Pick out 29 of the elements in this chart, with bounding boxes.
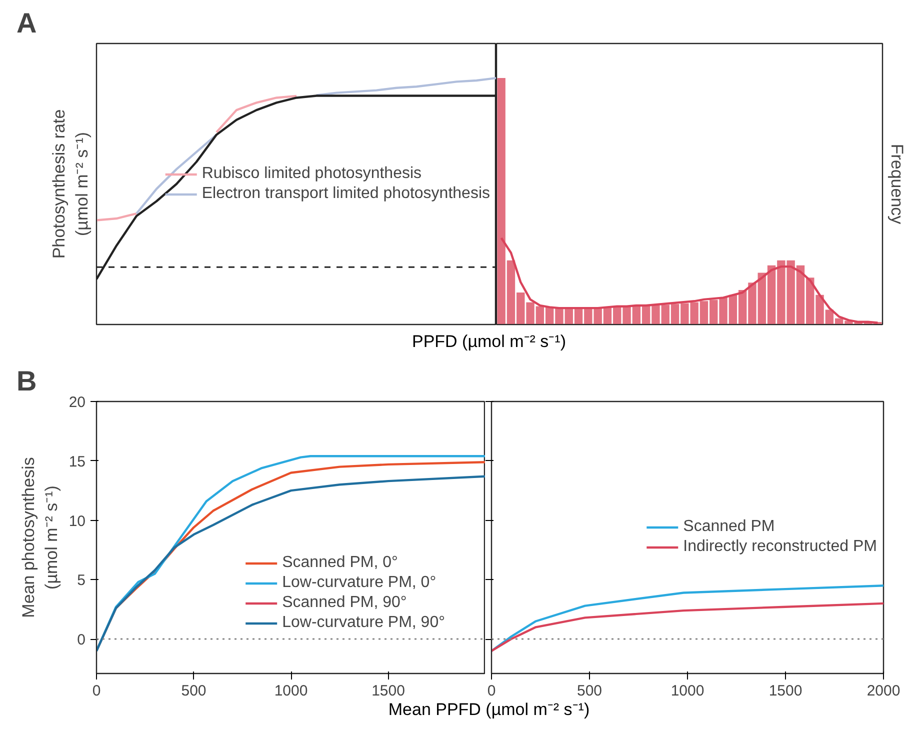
y-axis-title: Mean photosynthesis (µmol m⁻² s⁻¹) <box>19 457 61 618</box>
legend-label: Scanned PM, 0° <box>282 554 398 572</box>
legend-label: Low-curvature PM, 90° <box>282 614 445 632</box>
x-tick-label: 2000 <box>866 682 900 700</box>
x-tick-label: 1500 <box>768 682 802 700</box>
legend-label: Indirectly reconstructed PM <box>683 538 877 556</box>
y-tick-label: 20 <box>68 394 86 411</box>
legend-label: Scanned PM <box>683 518 775 536</box>
chart-title: B <box>16 366 37 396</box>
x-tick-label: 0 <box>487 682 496 700</box>
x-tick-label: 500 <box>576 682 602 700</box>
x-tick-label: 1000 <box>670 682 704 700</box>
y-axis-title: Photosynthesis rate (µmol m⁻² s⁻¹) <box>50 109 92 259</box>
legend-label: Electron transport limited photosynthesis <box>202 184 490 202</box>
legend-label: Scanned PM, 90° <box>282 594 407 612</box>
y-tick-label: 15 <box>68 453 86 470</box>
x-tick-label: 1000 <box>274 682 308 700</box>
y-tick-label: 5 <box>77 572 86 590</box>
x-tick-label: 0 <box>92 682 101 700</box>
y-tick-label: 0 <box>77 632 86 649</box>
x-axis-title: Mean PPFD (µmol m⁻² s⁻¹) <box>388 699 590 721</box>
x-axis-title: PPFD (µmol m⁻² s⁻¹) <box>412 331 566 353</box>
y-axis-title: Frequency <box>888 144 906 225</box>
legend-label: Rubisco limited photosynthesis <box>202 164 422 182</box>
chart-title: A <box>16 8 37 38</box>
x-tick-label: 1500 <box>372 682 405 700</box>
y-tick-label: 10 <box>68 512 86 530</box>
x-tick-label: 500 <box>181 682 206 700</box>
legend-label: Low-curvature PM, 0° <box>282 574 436 592</box>
